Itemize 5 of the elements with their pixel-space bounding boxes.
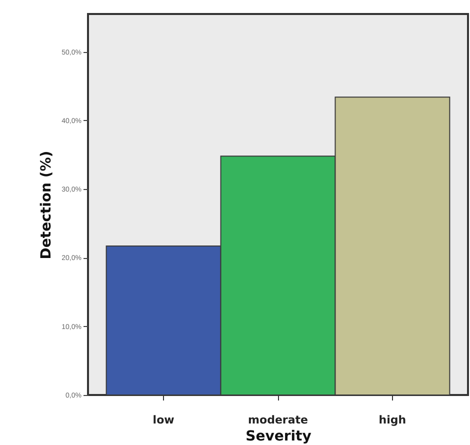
x-tick-label: low — [152, 414, 174, 426]
x-axis-title: Severity — [246, 428, 312, 444]
x-tick-label: moderate — [248, 414, 308, 426]
y-axis-title: Detection (%) — [38, 150, 55, 260]
x-tick-label: high — [378, 414, 406, 426]
